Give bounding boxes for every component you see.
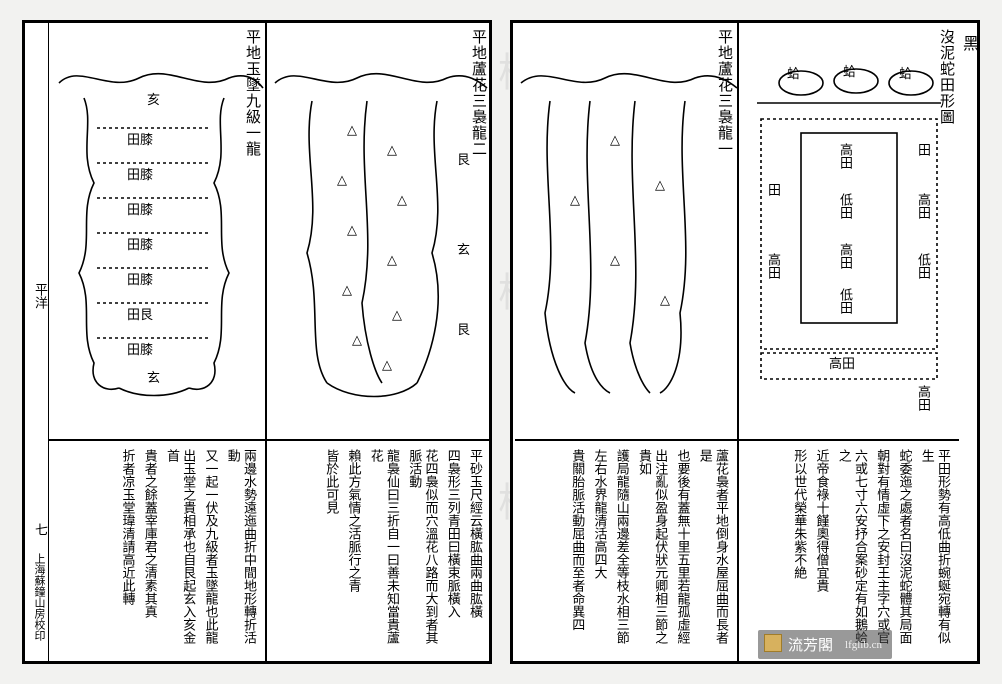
side-gl: 艮	[457, 153, 470, 166]
panel-d: 沒泥蛇田形圖 田 高田 田 高田 低田 高田 低田 高田	[739, 23, 959, 661]
panel-a-diagram: 平地玉墜九級一龍 亥 田膝 田膝 田膝 田膝	[49, 23, 265, 441]
d-i1: 高田	[839, 143, 852, 169]
c-line-3: 出注亂似盈身起伏狀元卿相三節之貴如	[636, 449, 669, 653]
c-line-5: 左右水界龍清活高四大	[591, 449, 607, 653]
d-line-1: 平田形勢有高低曲折蜿蜒宛轉有似生	[919, 449, 952, 653]
a-line-2: 又一起一伏及九級者玉墜龍也此龍	[202, 449, 218, 653]
d-bottom: 高田	[829, 357, 855, 370]
badge-url: lfglib.cn	[845, 639, 882, 651]
panel-c: 平地蘆花三裊龍一 △ △ △ △ △ 蘆花裊者平地倒身水屋屈曲而長者是 也要後有…	[515, 23, 739, 661]
a-line-1: 兩邊水勢遠迤曲折中間地形轉折活動	[225, 449, 258, 653]
tri: △	[342, 283, 352, 296]
panel-a-text: 兩邊水勢遠迤曲折中間地形轉折活動 又一起一伏及九級者玉墜龍也此龍 出玉堂之貴相承…	[49, 441, 265, 661]
tri: △	[347, 223, 357, 236]
margin-mid: 平洋	[31, 283, 50, 309]
panel-c-diagram: 平地蘆花三裊龍一 △ △ △ △ △	[515, 23, 737, 441]
lbl-top: 亥	[147, 93, 160, 106]
tri: △	[337, 173, 347, 186]
lbl-r4: 田膝	[127, 238, 153, 251]
d-clam2: 蛤	[843, 65, 856, 78]
panel-c-text: 蘆花裊者平地倒身水屋屈曲而長者是 也要後有蓋無十里五里若龍孤虛經 出注亂似盈身起…	[515, 441, 737, 661]
panel-b-diagram: 平地蘆花三裊龍二 △ △ △ △ △ △ △ △ △ △ 艮 玄 艮	[267, 23, 491, 441]
tri: △	[610, 253, 620, 266]
d-i4: 低田	[839, 288, 852, 314]
lbl-r6: 田艮	[127, 308, 153, 321]
right-page: 平地蘆花三裊龍一 △ △ △ △ △ 蘆花裊者平地倒身水屋屈曲而長者是 也要後有…	[510, 20, 980, 664]
c-line-6: 貴關胎脈活動屈曲而至者命異四	[569, 449, 585, 653]
d-line-5: 近帝食祿十饉奧得僧宜貴	[813, 449, 829, 653]
badge-name: 流芳閣	[788, 634, 833, 655]
tri: △	[382, 358, 392, 371]
d-line-3: 朝對有情虛下之安封王主字穴或官	[874, 449, 890, 653]
lbl-bot: 玄	[147, 371, 160, 384]
d-i3: 高田	[839, 243, 852, 269]
tri: △	[392, 308, 402, 321]
d-r2: 高田	[917, 193, 930, 219]
tri: △	[397, 193, 407, 206]
margin-column: 平洋 七 上海蘇鐘山房校印	[27, 23, 49, 661]
source-badge: 流芳閣 lfglib.cn	[758, 630, 892, 659]
margin-num: 七	[31, 523, 50, 536]
lbl-r7: 田膝	[127, 343, 153, 356]
margin-foot: 上海蘇鐘山房校印	[31, 553, 47, 641]
lbl-r5: 田膝	[127, 273, 153, 286]
panel-d-diagram: 沒泥蛇田形圖 田 高田 田 高田 低田 高田 低田 高田	[739, 23, 959, 441]
left-page: 平洋 七 上海蘇鐘山房校印 平地玉墜九級一龍	[22, 20, 492, 664]
b-line-4: 龍裊仙曰三折自一曰善未知當貴蘆花	[368, 449, 401, 653]
d-l2: 高田	[767, 253, 780, 279]
lbl-r3: 田膝	[127, 203, 153, 216]
panel-d-text: 平田形勢有高低曲折蜿蜒宛轉有似生 蛇委迤之處者名曰沒泥蛇體其局面 朝對有情虛下之…	[739, 441, 959, 661]
tri: △	[387, 253, 397, 266]
d-clam1: 蛤	[787, 67, 800, 80]
d-l1: 田	[767, 183, 780, 196]
gutter-label: 黑	[963, 37, 979, 53]
d-r3: 低田	[917, 253, 930, 279]
tri: △	[660, 293, 670, 306]
book-icon	[764, 634, 782, 652]
panel-b-text: 平砂玉尺經云橫肱曲兩曲肱橫 四裊形三列青田曰橫束脈橫入 花四裊似而穴溫花八路而大…	[267, 441, 491, 661]
d-clam3: 蛤	[899, 67, 912, 80]
a-line-5: 折者凉玉堂瑋清請高近此轉	[119, 449, 135, 653]
c-line-2: 也要後有蓋無十里五里若龍孤虛經	[674, 449, 690, 653]
panel-b: 平地蘆花三裊龍二 △ △ △ △ △ △ △ △ △ △ 艮 玄 艮	[267, 23, 491, 661]
c-line-4: 護局龍隨山兩邊差全等枝水相三節	[614, 449, 630, 653]
b-line-6: 皆於此可見	[323, 449, 339, 653]
d-line-4: 六或七寸六安抒合案砂定有如鵝蛤之	[836, 449, 869, 653]
tri: △	[352, 333, 362, 346]
d-line-2: 蛇委迤之處者名曰沒泥蛇體其局面	[896, 449, 912, 653]
tri: △	[347, 123, 357, 136]
lbl-r1: 田膝	[127, 133, 153, 146]
d-i2: 低田	[839, 193, 852, 219]
d-side: 高田	[917, 385, 930, 411]
a-line-3: 出玉堂之貴相承也自艮起玄入亥金首	[164, 449, 197, 653]
side-gl: 艮	[457, 323, 470, 336]
tri: △	[610, 133, 620, 146]
b-line-5: 賴此方氣情之活脈行之青	[345, 449, 361, 653]
a-line-4: 貴者之餘蓋宰庫君之清素其真	[142, 449, 158, 653]
tri: △	[387, 143, 397, 156]
side-gl: 玄	[457, 243, 470, 256]
b-line-3: 花四裊似而穴溫花八路而大到者其脈活動	[406, 449, 439, 653]
tri: △	[570, 193, 580, 206]
b-line-1: 平砂玉尺經云橫肱曲兩曲肱橫	[467, 449, 483, 653]
d-line-6: 形以世代榮華朱紫不絶	[791, 449, 807, 653]
b-line-2: 四裊形三列青田曰橫束脈橫入	[445, 449, 461, 653]
lbl-r2: 田膝	[127, 168, 153, 181]
c-line-1: 蘆花裊者平地倒身水屋屈曲而長者是	[697, 449, 730, 653]
d-r1: 田	[917, 143, 930, 156]
panel-a: 平地玉墜九級一龍 亥 田膝 田膝 田膝 田膝	[49, 23, 267, 661]
tri: △	[655, 178, 665, 191]
